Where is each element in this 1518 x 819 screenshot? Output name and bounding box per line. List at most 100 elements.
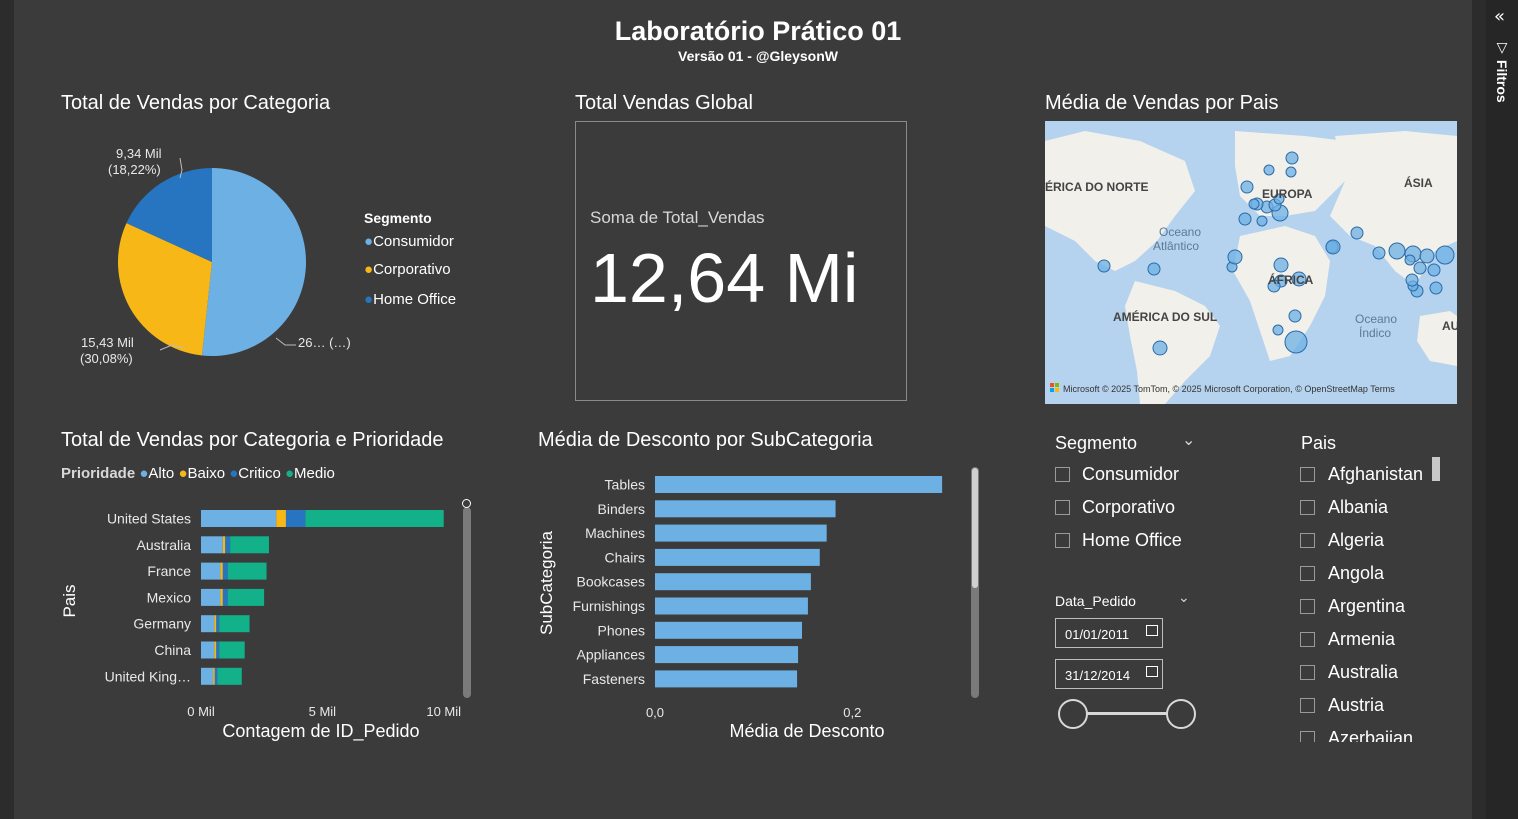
legend-item-critico[interactable]: ●Critico: [229, 465, 281, 482]
chevron-down-icon[interactable]: ⌄: [1182, 430, 1196, 449]
discount-bar[interactable]: [655, 646, 799, 664]
date-range-slider-start-handle[interactable]: [1058, 699, 1088, 729]
stacked-bar-segment-critico[interactable]: [216, 641, 220, 659]
map-bubble[interactable]: [1097, 259, 1111, 273]
map-bubble[interactable]: [1152, 340, 1168, 356]
stacked-bar-segment-baixo[interactable]: [214, 641, 217, 659]
map-bubble[interactable]: [1372, 246, 1386, 260]
scroll-handle-icon[interactable]: [462, 499, 471, 508]
map-bubble[interactable]: [1429, 281, 1443, 295]
discount-bar[interactable]: [655, 573, 811, 591]
map-bubble[interactable]: [1413, 261, 1427, 275]
discount-bar[interactable]: [655, 524, 827, 542]
map-bubble[interactable]: [1273, 193, 1285, 205]
map-bubble[interactable]: [1227, 249, 1243, 265]
pais-slicer-list[interactable]: Afghanistan Albania Algeria Angola Argen…: [1300, 460, 1470, 742]
checkbox[interactable]: [1300, 467, 1315, 482]
map-bubble[interactable]: [1404, 254, 1416, 266]
stacked-bar-segment-medio[interactable]: [219, 615, 250, 633]
discount-bar[interactable]: [655, 670, 798, 688]
stacked-bar-segment-critico[interactable]: [222, 562, 228, 580]
checkbox[interactable]: [1055, 467, 1070, 482]
stacked-bar-segment-medio[interactable]: [217, 667, 242, 685]
map-bubble[interactable]: [1272, 324, 1284, 336]
map-bubble[interactable]: [1273, 257, 1289, 273]
map-bubble[interactable]: [1147, 262, 1161, 276]
stacked-bar-segment-alto[interactable]: [201, 615, 215, 633]
stacked-scrollbar[interactable]: [463, 507, 471, 698]
discount-bar-chart[interactable]: Tables Binders Machines Chairs Bookcases Furn…: [535, 465, 965, 745]
stacked-bar-segment-alto[interactable]: [201, 588, 221, 606]
legend-item-baixo[interactable]: ●Baixo: [178, 465, 226, 482]
calendar-icon[interactable]: [1146, 625, 1158, 636]
stacked-bar-segment-alto[interactable]: [201, 667, 214, 685]
map-bubble[interactable]: [1263, 164, 1275, 176]
discount-bar[interactable]: [655, 597, 808, 615]
stacked-bar-segment-alto[interactable]: [201, 536, 223, 554]
map-bubble[interactable]: [1388, 242, 1406, 260]
stacked-bar-segment-baixo[interactable]: [220, 562, 223, 580]
checkbox[interactable]: [1300, 500, 1315, 515]
map-bubble[interactable]: [1427, 263, 1441, 277]
end-date-input[interactable]: 31/12/2014: [1055, 659, 1163, 689]
discount-bar[interactable]: [655, 500, 836, 518]
pie-legend-consumidor[interactable]: ●Consumidor: [364, 233, 454, 250]
stacked-bar-segment-alto[interactable]: [201, 510, 277, 527]
pie-slice-home-office[interactable]: [126, 168, 212, 262]
pie-slice-consumidor[interactable]: [201, 168, 307, 356]
map-bubble[interactable]: [1256, 215, 1268, 227]
map-bubble[interactable]: [1267, 279, 1281, 293]
date-range-slider-end-handle[interactable]: [1166, 699, 1196, 729]
map-bubble[interactable]: [1240, 180, 1254, 194]
checkbox[interactable]: [1300, 665, 1315, 680]
discount-bar[interactable]: [655, 548, 820, 566]
checkbox[interactable]: [1300, 731, 1315, 742]
filters-pane[interactable]: [1486, 0, 1518, 819]
stacked-bar-segment-medio[interactable]: [230, 536, 269, 554]
calendar-icon[interactable]: [1146, 666, 1158, 677]
map-bubble[interactable]: [1285, 166, 1297, 178]
filters-pane-label[interactable]: ▽ Filtros: [1494, 40, 1510, 103]
stacked-bar-segment-alto[interactable]: [201, 562, 221, 580]
checkbox[interactable]: [1300, 599, 1315, 614]
map-bubble[interactable]: [1248, 198, 1260, 210]
stacked-bar-segment-medio[interactable]: [227, 588, 265, 606]
stacked-bar-segment-baixo[interactable]: [276, 510, 286, 527]
map-bubble[interactable]: [1288, 309, 1302, 323]
stacked-bar-segment-critico[interactable]: [222, 588, 228, 606]
stacked-bar-segment-medio[interactable]: [219, 641, 245, 659]
discount-bar[interactable]: [655, 476, 943, 493]
stacked-bar-segment-baixo[interactable]: [213, 667, 215, 685]
pie-slice-corporativo[interactable]: [118, 223, 212, 356]
stacked-bar-segment-critico[interactable]: [285, 510, 306, 527]
pie-chart[interactable]: [60, 140, 480, 380]
world-map[interactable]: ÉRICA DO NORTE EUROPA ÁSIA Oceano Atlânt…: [1045, 121, 1457, 404]
stacked-bar-chart[interactable]: United States Australia France Mexico German…: [55, 495, 475, 745]
stacked-bar-segment-baixo[interactable]: [214, 615, 217, 633]
map-attribution[interactable]: Microsoft © 2025 TomTom, © 2025 Microsof…: [1063, 384, 1395, 394]
map-bubble[interactable]: [1350, 226, 1364, 240]
checkbox[interactable]: [1300, 632, 1315, 647]
discount-scroll-thumb[interactable]: [972, 468, 978, 588]
map-bubble[interactable]: [1285, 151, 1299, 165]
stacked-bar-segment-medio[interactable]: [305, 510, 444, 527]
stacked-bar-segment-baixo[interactable]: [220, 588, 223, 606]
checkbox[interactable]: [1300, 566, 1315, 581]
start-date-input[interactable]: 01/01/2011: [1055, 618, 1163, 648]
checkbox[interactable]: [1055, 533, 1070, 548]
map-bubble[interactable]: [1325, 239, 1341, 255]
map-bubble[interactable]: [1284, 330, 1308, 354]
stacked-bar-segment-baixo[interactable]: [222, 536, 226, 554]
stacked-bar-segment-critico[interactable]: [214, 667, 218, 685]
pais-scroll-thumb[interactable]: [1432, 457, 1440, 481]
legend-item-medio[interactable]: ●Medio: [284, 465, 335, 482]
map-bubble[interactable]: [1419, 248, 1435, 264]
map-bubble[interactable]: [1405, 273, 1419, 287]
pie-legend-home-office[interactable]: ●Home Office: [364, 291, 457, 308]
stacked-bar-segment-medio[interactable]: [227, 562, 267, 580]
stacked-bar-segment-critico[interactable]: [216, 615, 220, 633]
kpi-card[interactable]: [575, 121, 907, 401]
checkbox[interactable]: [1300, 533, 1315, 548]
legend-item-alto[interactable]: ●Alto: [139, 465, 175, 482]
chevron-down-icon[interactable]: ⌄: [1178, 590, 1190, 606]
